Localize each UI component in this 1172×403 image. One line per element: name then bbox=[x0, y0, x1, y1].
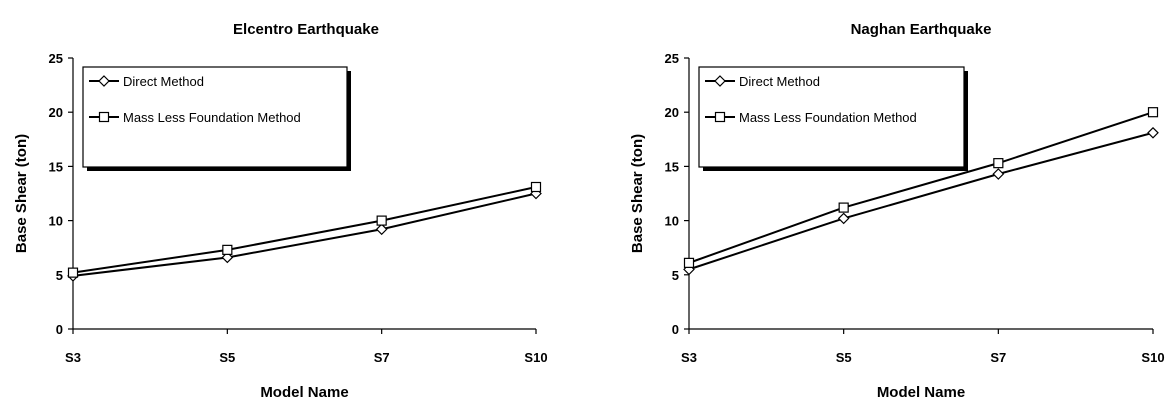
x-tick-label: S5 bbox=[219, 350, 235, 365]
legend-marker-square bbox=[98, 111, 110, 123]
legend-box bbox=[82, 66, 348, 168]
y-axis-label: Base Shear (ton) bbox=[629, 134, 646, 253]
series-line bbox=[688, 131, 1154, 271]
legend-label: Direct Method bbox=[123, 74, 204, 89]
chart-title: Elcentro Earthquake bbox=[233, 21, 379, 38]
data-point-square bbox=[1147, 107, 1159, 118]
x-tick-label: S7 bbox=[990, 350, 1006, 365]
y-tick-label: 20 bbox=[49, 105, 63, 120]
chart-title: Naghan Earthquake bbox=[851, 21, 992, 38]
y-axis-label: Base Shear (ton) bbox=[13, 134, 30, 253]
y-tick-label: 15 bbox=[665, 159, 679, 174]
data-point-square bbox=[530, 181, 542, 193]
y-tick-label: 0 bbox=[672, 322, 679, 337]
chart-svg: Naghan Earthquake 0 5 10 15 20 25 S3 S5 S7 S10 Mode… bbox=[629, 21, 1165, 401]
x-tick-label: S3 bbox=[65, 350, 81, 365]
y-tick-label: 10 bbox=[665, 214, 679, 229]
x-tick-label: S5 bbox=[836, 350, 852, 365]
y-tick-label: 15 bbox=[49, 159, 63, 174]
legend-label: Mass Less Foundation Method bbox=[123, 110, 301, 125]
data-point-diamond bbox=[837, 212, 850, 225]
series-line bbox=[72, 192, 537, 277]
legend-marker-diamond bbox=[714, 75, 726, 87]
y-tick-label: 10 bbox=[49, 214, 63, 229]
series-line bbox=[688, 111, 1154, 264]
data-point-square bbox=[993, 158, 1004, 169]
chart-svg: Elcentro Earthquake 0 5 10 15 20 25 S3 S5 S7 S10 Mo… bbox=[13, 21, 548, 401]
y-tick-label: 5 bbox=[56, 268, 63, 283]
x-tick-label: S3 bbox=[681, 350, 697, 365]
chart-panel-elcentro: Elcentro Earthquake 0 5 10 15 20 25 S3 S5 S7 S10 Mo… bbox=[13, 21, 548, 401]
x-axis-label: Model Name bbox=[877, 384, 965, 401]
data-point-square bbox=[838, 202, 849, 213]
legend-label: Mass Less Foundation Method bbox=[739, 110, 917, 125]
data-point-square bbox=[67, 267, 79, 278]
y-tick-label: 25 bbox=[665, 51, 679, 66]
data-point-square bbox=[683, 257, 695, 268]
y-tick-label: 0 bbox=[56, 322, 63, 337]
x-tick-label: S10 bbox=[524, 350, 547, 365]
series-line bbox=[72, 186, 537, 274]
data-point-diamond bbox=[375, 223, 388, 236]
data-point-diamond bbox=[992, 168, 1005, 180]
legend-box bbox=[698, 66, 965, 168]
data-point-square bbox=[376, 215, 387, 226]
y-tick-label: 5 bbox=[672, 268, 679, 283]
x-tick-label: S10 bbox=[1141, 350, 1164, 365]
legend-label: Direct Method bbox=[739, 74, 820, 89]
chart-panel-naghan: Naghan Earthquake 0 5 10 15 20 25 S3 S5 S7 S10 Mode… bbox=[586, 0, 1172, 403]
x-axis-label: Model Name bbox=[260, 384, 348, 401]
legend-marker-diamond bbox=[98, 75, 110, 87]
data-point-diamond bbox=[1147, 126, 1159, 139]
y-tick-label: 25 bbox=[49, 51, 63, 66]
x-tick-label: S7 bbox=[374, 350, 390, 365]
y-tick-label: 20 bbox=[665, 105, 679, 120]
data-point-square bbox=[222, 244, 233, 255]
legend-marker-square bbox=[714, 111, 726, 123]
